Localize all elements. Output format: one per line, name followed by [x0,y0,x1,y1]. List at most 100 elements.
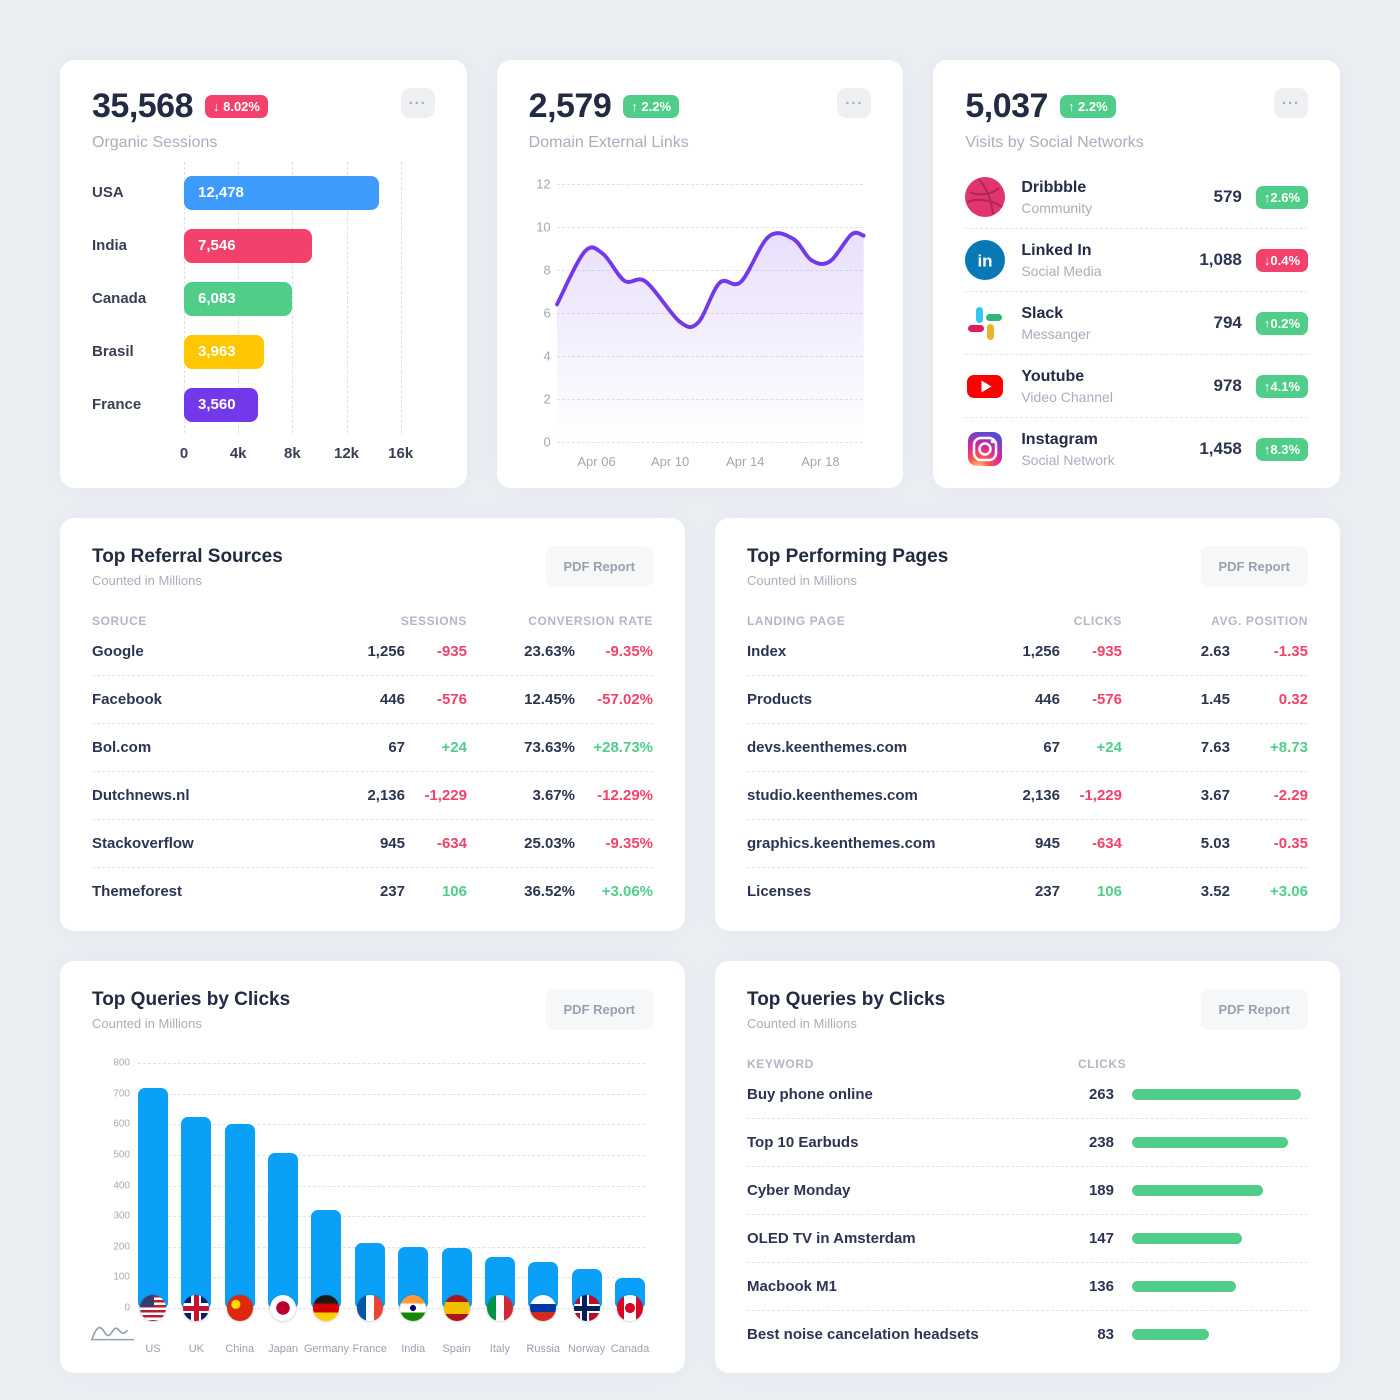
bar-row: Brasil 3,963 [92,325,435,378]
query-bar [1132,1089,1301,1100]
delta-cell: -935 [436,643,467,660]
pdf-report-button[interactable]: PDF Report [1200,989,1308,1030]
social-change-badge: ↓0.4% [1255,248,1309,272]
y-axis-label: 8 [543,262,551,278]
y-axis-label: 4 [543,348,551,364]
value-cell: 25.03% [524,835,575,852]
column-header-conversion-rate: CONVERSION RATE [528,614,653,628]
more-options-button[interactable] [400,88,435,118]
value-cell: 2.63 [1200,643,1230,660]
pdf-report-button[interactable]: PDF Report [1200,546,1308,587]
value-cell: 1,256 [367,643,405,660]
y-axis-label: 12 [536,176,551,192]
card-subtitle: Counted in Millions [747,573,857,588]
change-badge: ↓ 8.02% [205,95,268,119]
value-cell: 3.52 [1200,883,1230,900]
uk-flag-icon [183,1295,210,1321]
y-axis-label: 200 [113,1241,130,1253]
amcharts-watermark[interactable] [90,1319,136,1343]
bar [224,1124,255,1308]
bar-category-label: France [92,396,142,414]
social-text: Linked In Social Media [1021,242,1101,279]
country-label: Germany [303,1343,350,1355]
delta-cell: -576 [436,691,467,708]
cn-flag-icon [226,1295,253,1321]
gridline [138,1093,645,1095]
x-axis-tick: 16k [388,445,414,463]
gridline [556,227,864,229]
x-axis-tick: 4k [229,445,247,463]
table-row: Stackoverflow 945 -634 25.03% -9.35% [92,820,653,868]
more-options-button[interactable] [837,88,872,118]
tables-row: Top Referral Sources Counted in Millions… [60,518,1340,931]
row-label: Dutchnews.nl [92,787,190,804]
row-label: Facebook [92,691,163,708]
table-header: SORUCE SESSIONS CONVERSION RATE [92,614,653,628]
gridline [400,162,402,434]
delta-cell: +3.06 [1270,883,1308,900]
bar-category-label: Brasil [92,343,134,361]
delta-cell: -1,229 [1079,787,1122,804]
y-axis-label: 500 [113,1149,130,1161]
more-options-button[interactable] [1274,88,1309,118]
query-keyword: OLED TV in Amsterdam [747,1230,916,1247]
bar-category-label: India [92,237,128,255]
row-label: Index [747,643,787,660]
bar-value-label: 7,546 [198,237,236,255]
query-bar-track [1114,1185,1308,1196]
social-name: Slack [1021,304,1064,322]
ca-flag-icon [616,1295,643,1321]
bar-track: 12,478 [184,175,401,210]
es-flag-icon [443,1295,470,1321]
social-text: Slack Messanger [1021,305,1090,342]
query-keyword: Best noise cancelation headsets [747,1326,979,1343]
delta-cell: -1.35 [1273,643,1308,660]
vbar-column: India [398,1063,429,1355]
pdf-report-button[interactable]: PDF Report [545,989,653,1030]
card-header: Top Queries by Clicks Counted in Million… [747,989,1308,1031]
value-cell: 3.67 [1200,787,1230,804]
queries-by-country-bar-chart: 800 700 600 500 400 300 200 100 0 US UK China Japan G… [113,1058,649,1356]
external-links-area-chart: 12 10 8 6 4 2 0 Apr 06 Apr 10 Apr 14 Apr 18 [536,177,866,469]
value-cell: 945 [1034,835,1060,852]
social-row: Instagram Social Network 1,458 ↑8.3% [965,418,1309,480]
value-cell: 1,256 [1022,643,1060,660]
social-networks-list: Dribbble Community 579 ↑2.6% in Linked In Soci… [965,166,1309,480]
query-clicks-value: 263 [1088,1086,1114,1103]
query-clicks-value: 238 [1088,1134,1114,1151]
social-row: Dribbble Community 579 ↑2.6% [965,166,1309,230]
query-bar-track [1114,1281,1308,1292]
in-flag-icon [400,1295,427,1321]
change-badge: ↑ 2.2% [623,95,680,119]
bar-value-label: 12,478 [198,184,244,202]
vbar-column: Russia [526,1063,560,1355]
delta-cell: 0.32 [1278,691,1308,708]
referral-sources-table: Google 1,256 -935 23.63% -9.35% Facebook 446 -5… [92,628,653,915]
youtube-icon [965,366,1005,406]
change-badge: ↑ 2.2% [1059,95,1116,119]
delta-cell: +28.73% [593,739,653,756]
trend-line [554,231,866,330]
query-keyword: Cyber Monday [747,1182,851,1199]
card-domain-external-links: 2,579 ↑ 2.2% Domain External Links 12 10 8… [496,60,904,488]
vbar-column: Germany [304,1063,349,1355]
social-value: 579 [1213,187,1242,207]
query-row: Cyber Monday 189 [747,1167,1308,1215]
row-label: Themeforest [92,883,183,900]
y-axis-label: 400 [113,1180,130,1191]
value-cell: 446 [379,691,405,708]
column-header-clicks: CLICKS [1078,1057,1127,1071]
query-bar [1132,1137,1288,1148]
query-bar [1132,1281,1236,1292]
y-axis-label: 800 [113,1057,130,1069]
social-row: in Linked In Social Media 1,088 ↓0.4% [965,229,1309,293]
vbar-column: Canada [611,1063,649,1355]
vbar-column: Italy [484,1063,515,1355]
x-axis-tick: 8k [283,445,301,463]
bar-track: 7,546 [184,228,401,263]
table-row: Google 1,256 -935 23.63% -9.35% [92,628,653,676]
ru-flag-icon [530,1295,557,1321]
delta-cell: +24 [1096,739,1122,756]
value-cell: 945 [379,835,405,852]
pdf-report-button[interactable]: PDF Report [545,546,653,587]
